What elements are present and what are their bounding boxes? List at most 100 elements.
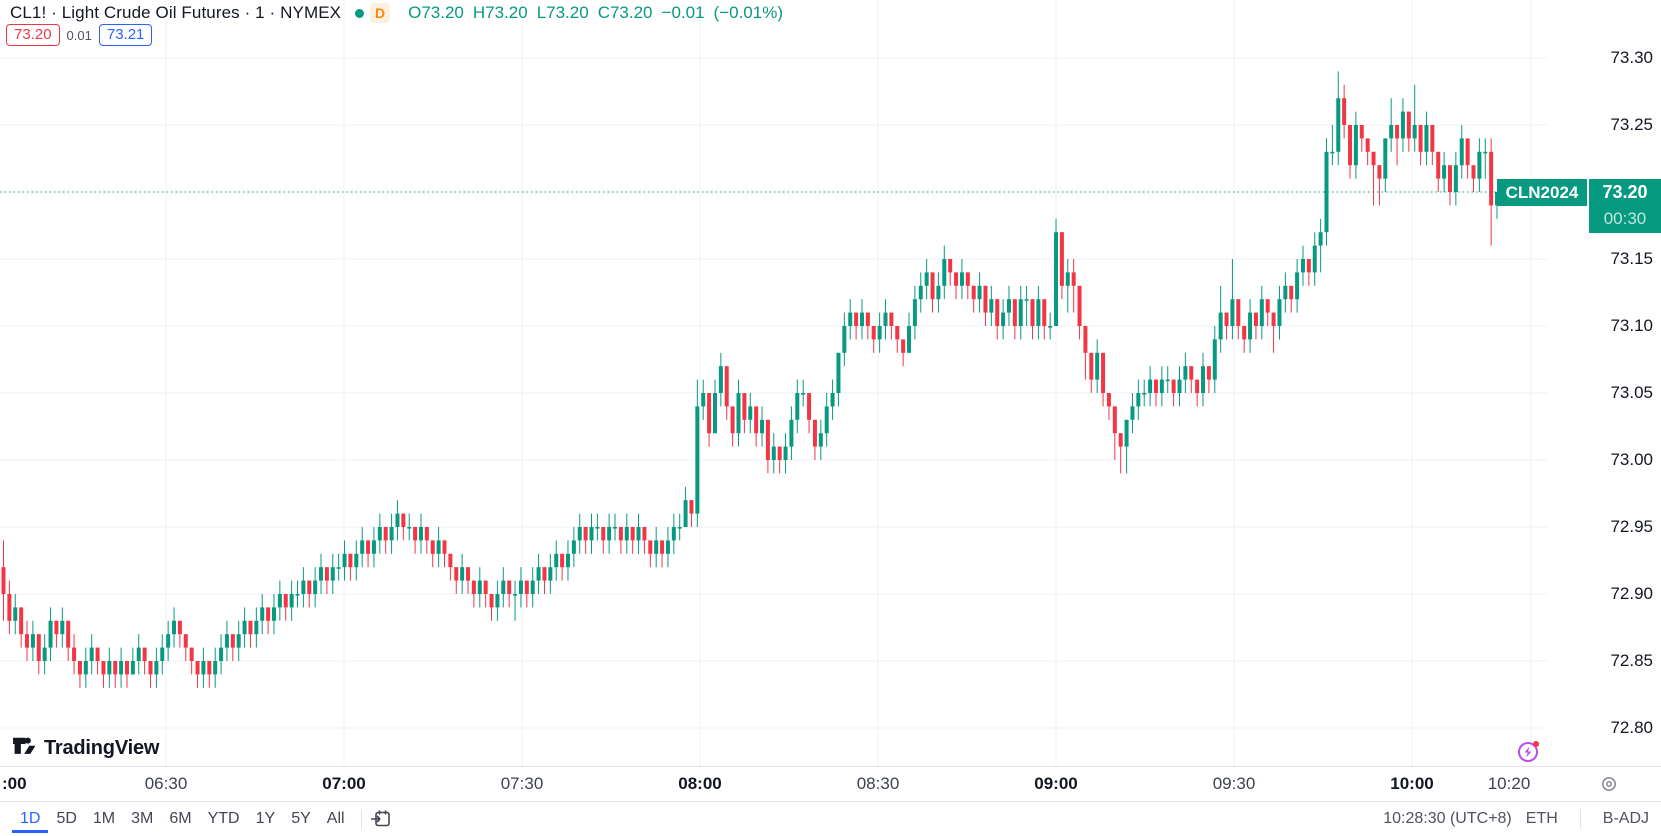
daily-timeframe-badge[interactable]: D — [370, 3, 391, 23]
candle-body — [207, 661, 212, 675]
candle-body — [189, 647, 194, 661]
price-axis-label: 73.10 — [1610, 316, 1653, 335]
candle-body — [1271, 312, 1276, 326]
candle-body — [1330, 151, 1335, 154]
candle-body — [701, 393, 706, 407]
price-axis-label: 73.25 — [1610, 115, 1653, 134]
candle-body — [971, 285, 976, 300]
candle-body — [1395, 125, 1400, 139]
range-button-1y[interactable]: 1Y — [255, 810, 276, 827]
candle-body — [172, 620, 177, 635]
candle-body — [130, 661, 135, 675]
candle-body — [219, 647, 224, 661]
candle-body — [924, 272, 929, 286]
candle-body — [1306, 259, 1311, 273]
candle-body — [642, 527, 647, 541]
time-axis[interactable]: :00 06:30 07:00 07:30 08:00 08:30 09:00 09:30 10… — [0, 766, 1661, 802]
candle-body — [989, 299, 994, 313]
candle-body — [1112, 406, 1117, 434]
time-axis-label: 08:30 — [856, 774, 900, 793]
candle-body — [1101, 352, 1106, 393]
candle-body — [213, 661, 218, 675]
contract-label[interactable]: CLN2024 — [1497, 179, 1587, 206]
candle-body — [895, 326, 900, 340]
candle-body — [742, 393, 747, 420]
candle-body — [1412, 125, 1417, 139]
candle-body — [671, 527, 676, 541]
last-price-label[interactable]: 73.20 00:30 — [1589, 179, 1661, 233]
ohlc-legend: O73.20 H73.20 L73.20 C73.20 −0.01 (−0.01%) — [408, 3, 783, 23]
session-eth-button[interactable]: ETH — [1525, 810, 1558, 827]
candle-body — [1318, 232, 1323, 246]
candle-body — [1424, 125, 1429, 152]
candle-body — [665, 540, 670, 554]
ohlc-item: −0.01 — [661, 3, 705, 22]
tradingview-logo[interactable]: TradingView — [12, 733, 159, 763]
candle-body — [336, 567, 341, 569]
range-button-all[interactable]: All — [326, 810, 345, 827]
candle-body — [601, 527, 606, 541]
range-button-5y[interactable]: 5Y — [291, 810, 311, 827]
candle-body — [712, 393, 717, 434]
candle-body — [518, 580, 523, 594]
candle-body — [101, 661, 106, 675]
candle-body — [495, 594, 500, 608]
range-button-1d[interactable]: 1D — [12, 805, 49, 833]
candle-body — [807, 393, 812, 420]
candle-body — [342, 553, 347, 568]
candle-body — [1095, 352, 1100, 380]
range-button-1m[interactable]: 1M — [92, 810, 116, 827]
candle-body — [1447, 165, 1452, 192]
candle-body — [824, 406, 829, 434]
candle-body — [1348, 125, 1353, 166]
candle-body — [1230, 299, 1235, 326]
candle-body — [454, 567, 459, 581]
range-button-6m[interactable]: 6M — [169, 810, 192, 827]
bid-price-box[interactable]: 73.20 — [6, 24, 60, 46]
candle-body — [1453, 165, 1458, 192]
tradingview-logo-text: TradingView — [44, 736, 160, 759]
candle-body — [577, 527, 582, 541]
candle-body — [1024, 299, 1029, 301]
candle-body — [401, 513, 406, 527]
clock-readout[interactable]: 10:28:30 (UTC+8) — [1383, 810, 1512, 827]
range-button-ytd[interactable]: YTD — [207, 810, 240, 827]
candle-body — [542, 567, 547, 581]
candle-body — [277, 594, 282, 608]
candle-body — [707, 393, 712, 434]
auto-refresh-lightning-icon[interactable] — [1516, 738, 1542, 764]
go-to-date-icon[interactable] — [370, 809, 392, 829]
candle-body — [483, 580, 488, 594]
candle-body — [959, 272, 964, 286]
time-axis-label: 07:00 — [322, 774, 366, 793]
candle-body — [983, 285, 988, 313]
candle-body — [536, 567, 541, 581]
candlestick-chart[interactable] — [0, 0, 1661, 766]
candle-body — [283, 594, 288, 608]
candle-body — [736, 393, 741, 434]
candle-body — [789, 419, 794, 447]
candle-body — [266, 607, 271, 621]
candle-body — [377, 527, 382, 541]
candle-body — [1006, 299, 1011, 313]
back-adjustment-button[interactable]: B-ADJ — [1602, 810, 1649, 827]
candle-body — [513, 594, 518, 596]
candle-body — [7, 594, 12, 621]
symbol-title[interactable]: CL1! · Light Crude Oil Futures · 1 · NYM… — [10, 3, 342, 22]
candle-body — [1224, 312, 1229, 326]
ask-price-box[interactable]: 73.21 — [98, 24, 153, 46]
candle-body — [54, 620, 59, 635]
candle-body — [1071, 272, 1076, 286]
range-button-3m[interactable]: 3M — [131, 810, 154, 827]
candle-body — [1418, 125, 1423, 152]
candle-body — [448, 553, 453, 568]
candle-body — [142, 647, 147, 661]
candle-body — [260, 607, 265, 621]
candle-body — [1171, 379, 1176, 393]
candle-body — [395, 513, 400, 527]
candle-body — [471, 580, 476, 594]
candle-body — [630, 527, 635, 541]
candle-body — [348, 553, 353, 568]
timezone-clock-icon[interactable] — [1601, 776, 1617, 797]
range-button-5d[interactable]: 5D — [56, 810, 77, 827]
